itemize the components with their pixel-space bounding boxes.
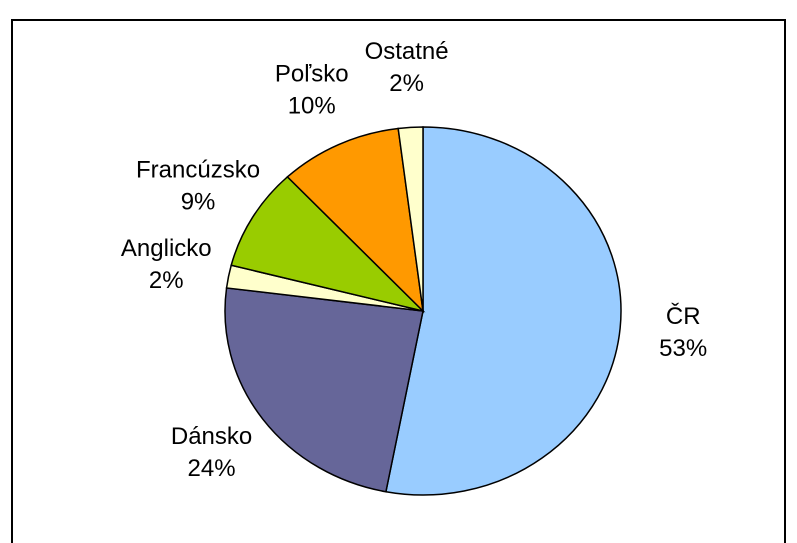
slice-value-label: 2% bbox=[389, 70, 424, 97]
slice-value-label: 24% bbox=[188, 455, 236, 482]
slice-label: Anglicko bbox=[121, 235, 212, 262]
slice-label: Poľsko bbox=[275, 61, 349, 88]
pie-slice bbox=[230, 175, 426, 313]
pie-slice bbox=[397, 126, 424, 312]
slice-label: Dánsko bbox=[171, 423, 252, 450]
slice-value-label: 9% bbox=[181, 189, 216, 216]
slice-value-label: 2% bbox=[149, 267, 184, 294]
slice-label: Ostatné bbox=[365, 38, 449, 65]
slice-value-label: 10% bbox=[288, 93, 336, 120]
slice-value-label: 53% bbox=[659, 335, 707, 362]
pie-slice bbox=[385, 126, 622, 496]
pie-slice bbox=[286, 127, 425, 314]
slice-label: ČR bbox=[666, 302, 701, 330]
pie-slice bbox=[224, 287, 424, 493]
slice-label: Francúzsko bbox=[136, 157, 260, 184]
